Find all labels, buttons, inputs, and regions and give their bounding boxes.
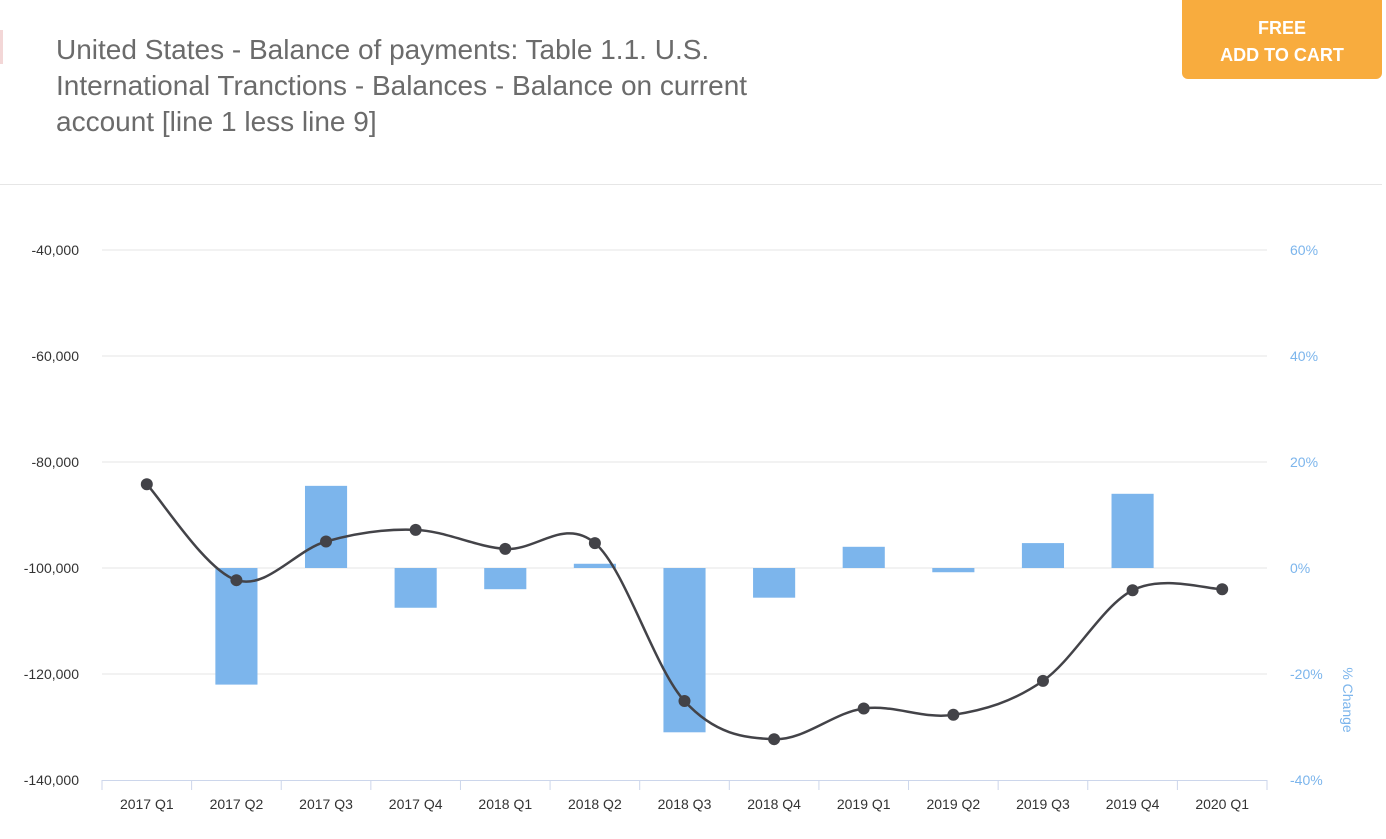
left-tick-label: -100,000 — [24, 560, 79, 576]
line-point — [1126, 584, 1139, 597]
right-axis-title: % Change — [1340, 667, 1356, 733]
change-bar — [753, 568, 796, 598]
line-point — [320, 535, 333, 548]
line-point — [678, 695, 691, 708]
right-tick-label: -20% — [1290, 666, 1323, 682]
change-bar — [1111, 493, 1154, 568]
x-tick-label: 2017 Q2 — [210, 796, 264, 812]
left-tick-label: -80,000 — [32, 454, 80, 470]
x-tick-label: 2018 Q4 — [747, 796, 801, 812]
line-point — [230, 574, 243, 587]
right-tick-label: 20% — [1290, 454, 1318, 470]
left-axis: -140,000 -120,000 -100,000 -80,000 -60,000 -4… — [24, 242, 79, 788]
add-to-cart-button[interactable]: FREE ADD TO CART — [1182, 0, 1382, 79]
line-point — [499, 542, 512, 555]
chart-area: -140,000 -120,000 -100,000 -80,000 -60,000 -4… — [24, 242, 1356, 812]
x-tick-label: 2017 Q4 — [389, 796, 443, 812]
right-tick-label: 0% — [1290, 560, 1310, 576]
x-tick-label: 2018 Q2 — [568, 796, 622, 812]
x-tick-label: 2019 Q1 — [837, 796, 891, 812]
line-point — [588, 537, 601, 550]
change-bar — [932, 568, 975, 573]
line-point — [140, 478, 153, 491]
change-bar — [215, 568, 258, 685]
x-tick-label: 2020 Q1 — [1195, 796, 1249, 812]
x-tick-label: 2018 Q3 — [658, 796, 712, 812]
change-bar — [394, 568, 437, 608]
change-bar — [484, 568, 527, 590]
header-divider — [0, 184, 1382, 185]
cart-free-label: FREE — [1257, 18, 1306, 38]
line-point — [409, 523, 422, 536]
change-bar — [663, 568, 706, 733]
x-axis: 2017 Q1 2017 Q2 2017 Q3 2017 Q4 2018 Q1 2018 … — [101, 780, 1268, 812]
page-title: United States - Balance of payments: Tab… — [56, 34, 748, 137]
left-tick-label: -60,000 — [32, 348, 80, 364]
line-point — [768, 733, 781, 746]
right-axis: -40% -20% 0% 20% 40% 60% — [1290, 242, 1323, 788]
change-bar — [573, 563, 616, 568]
x-tick-label: 2017 Q3 — [299, 796, 353, 812]
line-points — [140, 478, 1229, 746]
left-tick-label: -140,000 — [24, 772, 79, 788]
change-bar — [1021, 543, 1065, 568]
line-point — [1216, 583, 1229, 596]
change-bar — [842, 546, 885, 568]
bar-series — [215, 485, 1154, 733]
x-tick-label: 2018 Q1 — [478, 796, 532, 812]
line-point — [1036, 674, 1049, 687]
left-edge-marker — [0, 30, 3, 64]
x-tick-label: 2017 Q1 — [120, 796, 174, 812]
right-tick-label: 40% — [1290, 348, 1318, 364]
left-tick-label: -120,000 — [24, 666, 79, 682]
left-tick-label: -40,000 — [32, 242, 80, 258]
line-point — [857, 702, 870, 715]
right-tick-label: 60% — [1290, 242, 1318, 258]
x-tick-label: 2019 Q4 — [1106, 796, 1160, 812]
x-tick-label: 2019 Q2 — [926, 796, 980, 812]
line-point — [947, 708, 960, 721]
x-tick-label: 2019 Q3 — [1016, 796, 1070, 812]
cart-add-label: ADD TO CART — [1220, 45, 1344, 65]
change-bar — [304, 485, 348, 568]
right-tick-label: -40% — [1290, 772, 1323, 788]
